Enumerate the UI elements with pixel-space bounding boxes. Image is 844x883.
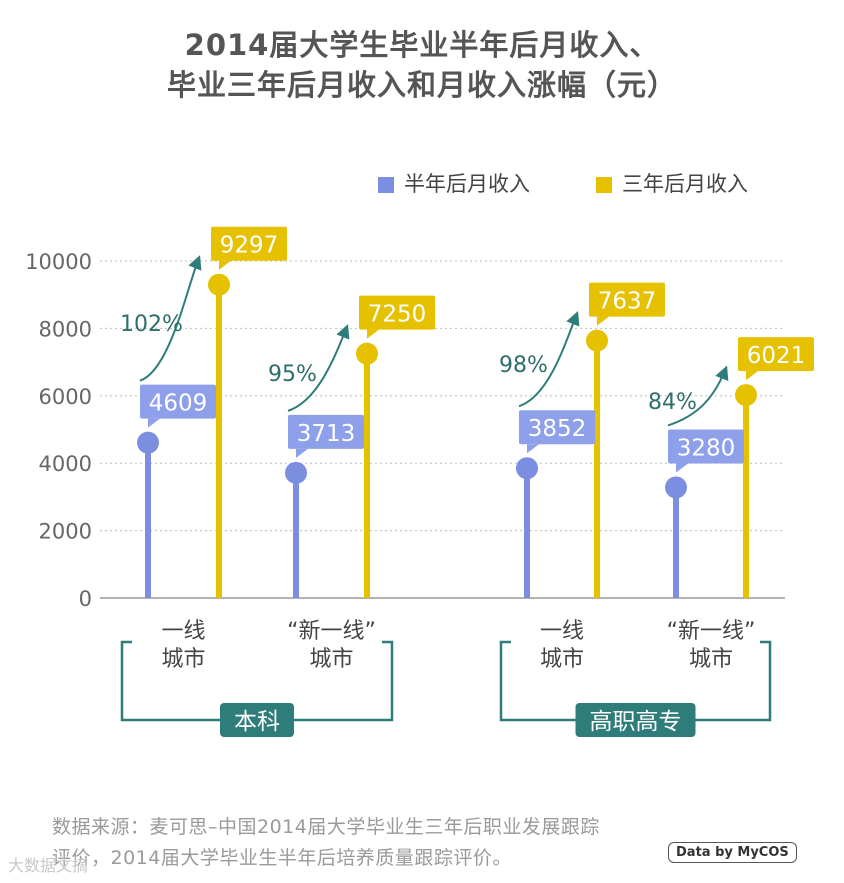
half-year-value-label: 3280 — [677, 435, 736, 461]
three-year-value-label-pointer — [367, 329, 379, 339]
growth-arrow — [287, 324, 350, 412]
three-year-value-label-box — [589, 282, 665, 317]
category-label: 城市 — [540, 647, 584, 672]
half-year-value-label: 4609 — [149, 391, 208, 417]
growth-label: 84% — [648, 390, 697, 415]
half-year-value-label-box — [668, 429, 744, 464]
half-year-point — [665, 476, 687, 499]
growth-arrow — [139, 255, 202, 382]
y-tick-label: 4000 — [39, 452, 92, 476]
half-year-value-label-box — [519, 410, 595, 445]
half-year-value-label-pointer — [296, 448, 308, 458]
three-year-value-label-pointer — [219, 260, 231, 270]
half-year-point — [516, 457, 538, 480]
three-year-point — [735, 384, 757, 407]
growth-label: 98% — [499, 353, 548, 378]
half-year-value-label: 3852 — [528, 416, 587, 442]
half-year-value-label: 3713 — [297, 421, 356, 447]
credit-badge: Data by MyCOS — [668, 842, 797, 863]
three-year-value-label: 9297 — [220, 233, 279, 259]
category-label: “新一线” — [287, 619, 376, 644]
three-year-value-label-pointer — [597, 316, 609, 326]
three-year-point — [586, 329, 608, 352]
legend-item-half-year: 半年后月收入 — [378, 168, 530, 198]
y-tick-label: 0 — [79, 587, 92, 611]
half-year-point — [137, 431, 159, 454]
y-tick-label: 8000 — [39, 317, 92, 341]
half-year-value-label-pointer — [676, 463, 688, 473]
chart-title-line-1: 2014届大学生毕业半年后月收入、 — [184, 28, 660, 62]
legend-swatch-three-year — [596, 177, 612, 193]
three-year-value-label: 7250 — [368, 302, 427, 328]
three-year-value-label-box — [359, 295, 435, 330]
legend-swatch-half-year — [378, 177, 394, 193]
category-label: 一线 — [161, 619, 205, 644]
chart-title-line-2: 毕业三年后月收入和月收入涨幅（元） — [166, 68, 677, 102]
category-label: 城市 — [161, 647, 205, 672]
category-label: “新一线” — [667, 619, 756, 644]
three-year-value-label-box — [211, 226, 287, 261]
category-label: 城市 — [309, 647, 353, 672]
three-year-point — [356, 342, 378, 365]
category-label: 一线 — [540, 619, 584, 644]
three-year-point — [208, 273, 230, 296]
group-label-box — [575, 703, 696, 737]
legend-item-three-year: 三年后月收入 — [596, 168, 748, 198]
y-tick-label: 6000 — [39, 385, 92, 409]
group-label-box — [220, 703, 294, 737]
growth-label: 95% — [268, 362, 317, 387]
half-year-value-label-pointer — [148, 418, 160, 428]
half-year-value-label-box — [140, 384, 216, 419]
source-note-line-2: 评价，2014届大学毕业生半年后培养质量跟踪评价。 — [52, 847, 512, 869]
y-tick-label: 2000 — [39, 520, 92, 544]
category-label: 城市 — [689, 647, 733, 672]
three-year-value-label-pointer — [746, 371, 758, 381]
three-year-value-label: 6021 — [747, 343, 806, 369]
half-year-value-label-box — [288, 414, 364, 449]
legend-label-three-year: 三年后月收入 — [622, 172, 748, 196]
group-label: 高职高专 — [590, 709, 682, 735]
watermark: 大数据文摘 — [8, 856, 89, 875]
group-label: 本科 — [234, 709, 280, 735]
growth-arrow — [518, 311, 580, 408]
source-note-line-1: 数据来源：麦可思–中国2014届大学毕业生三年后职业发展跟踪 — [52, 816, 600, 838]
half-year-value-label-pointer — [527, 444, 539, 454]
y-tick-label: 10000 — [25, 250, 92, 274]
half-year-point — [285, 461, 307, 484]
legend-label-half-year: 半年后月收入 — [404, 172, 530, 196]
three-year-value-label-box — [738, 337, 814, 372]
growth-label: 102% — [120, 312, 183, 337]
three-year-value-label: 7637 — [598, 289, 657, 315]
growth-arrow — [667, 365, 729, 427]
